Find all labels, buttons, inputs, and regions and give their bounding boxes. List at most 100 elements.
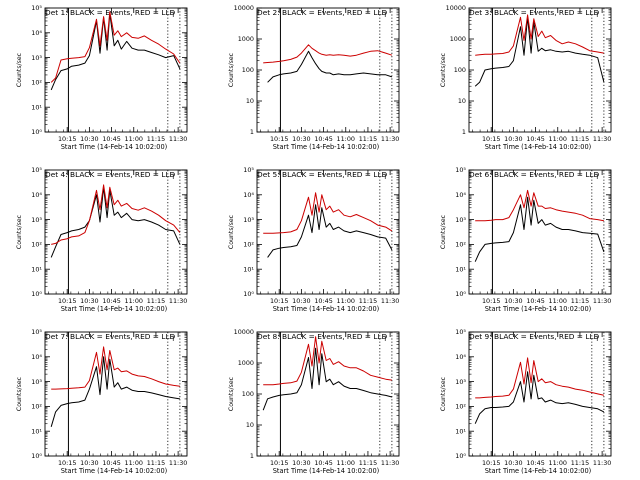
y-axis-label: Counts/sec (228, 376, 235, 411)
events-series-line (474, 16, 605, 87)
interval-marker-label: ┐ (170, 8, 176, 18)
x-tick-label: 10:45 (526, 459, 544, 467)
plot-frame (44, 169, 188, 295)
y-tick-label: 1000 (238, 359, 254, 367)
y-tick-label: 10 (246, 97, 254, 105)
lld-series-line (475, 189, 604, 222)
y-tick-label: 10¹ (243, 265, 254, 273)
panel-title: Det 4: BLACK = Events, RED = LLD (45, 170, 176, 179)
lld-series-line (475, 14, 604, 56)
y-tick-label: 1000 (450, 35, 466, 43)
plot-frame (468, 169, 612, 295)
y-tick-label: 10⁴ (31, 191, 42, 199)
x-tick-label: 10:45 (102, 135, 120, 143)
x-tick-label: 10:30 (80, 297, 98, 305)
x-axis-label: Start Time (14-Feb-14 10:02:00) (61, 305, 168, 313)
y-tick-label: 10² (243, 241, 254, 249)
x-tick-label: 11:15 (359, 297, 377, 305)
events-series-line (267, 50, 393, 83)
x-tick-label: 11:30 (593, 459, 611, 467)
y-axis-label: Counts/sec (16, 52, 23, 87)
detector-panel-4: ┐ 10⁰ 10¹ 10² 10³ 10⁴ 10⁵ 10:15 10:30 10:45 11:00 1… (16, 166, 188, 313)
x-tick-label: 10:15 (482, 135, 500, 143)
lld-series-line (51, 346, 180, 390)
panel-title: Det 7: BLACK = Events, RED = LLD (45, 332, 176, 341)
y-axis-label: Counts/sec (16, 214, 23, 249)
y-tick-label: 10³ (31, 216, 42, 224)
detector-panel-6: ┐ 10⁰ 10¹ 10² 10³ 10⁴ 10⁵ 10:15 10:30 10:45 11:00 1… (440, 166, 612, 313)
y-tick-label: 10⁴ (31, 353, 42, 361)
x-axis-label: Start Time (14-Feb-14 10:02:00) (485, 305, 592, 313)
events-series-line (262, 347, 393, 411)
x-tick-label: 10:45 (526, 135, 544, 143)
x-tick-label: 10:45 (314, 297, 332, 305)
y-tick-label: 10⁵ (31, 328, 42, 336)
x-tick-label: 11:00 (549, 135, 567, 143)
x-tick-label: 10:30 (292, 459, 310, 467)
x-tick-label: 11:15 (359, 459, 377, 467)
y-tick-label: 10⁵ (243, 166, 254, 174)
x-tick-label: 11:15 (571, 297, 589, 305)
y-tick-label: 10000 (234, 328, 254, 336)
y-axis-label: Counts/sec (440, 376, 447, 411)
x-tick-label: 11:15 (359, 135, 377, 143)
x-tick-label: 10:15 (58, 459, 76, 467)
y-tick-label: 10⁰ (31, 452, 42, 460)
x-tick-label: 11:00 (337, 297, 355, 305)
y-tick-label: 10⁵ (455, 166, 466, 174)
y-tick-label: 10⁵ (31, 166, 42, 174)
y-tick-label: 10⁰ (31, 128, 42, 136)
x-tick-label: 10:30 (504, 297, 522, 305)
x-tick-label: 11:00 (549, 459, 567, 467)
x-tick-label: 10:45 (314, 459, 332, 467)
x-tick-label: 10:15 (58, 297, 76, 305)
events-series-line (50, 356, 180, 427)
x-tick-label: 11:30 (381, 297, 399, 305)
lld-series-line (50, 11, 181, 83)
interval-marker-label: ┐ (382, 8, 388, 18)
y-tick-label: 100 (242, 66, 254, 74)
x-tick-label: 11:15 (571, 459, 589, 467)
x-tick-label: 11:15 (147, 297, 165, 305)
detector-panel-5: ┐ 10⁰ 10¹ 10² 10³ 10⁴ 10⁵ 10:15 10:30 10:45 11:00 1… (228, 166, 400, 313)
x-tick-label: 11:30 (169, 297, 187, 305)
y-tick-label: 10¹ (31, 265, 42, 273)
y-tick-label: 1 (250, 128, 254, 136)
x-tick-label: 10:30 (292, 135, 310, 143)
x-tick-label: 11:00 (125, 297, 143, 305)
x-tick-label: 10:15 (482, 459, 500, 467)
y-tick-label: 10 (246, 421, 254, 429)
y-tick-label: 10³ (455, 216, 466, 224)
detector-panel-9: ┐ 10⁰ 10¹ 10² 10³ 10⁴ 10⁵ 10:15 10:30 10:45 11:00 1… (440, 328, 612, 475)
lld-series-line (475, 357, 605, 399)
y-tick-label: 1000 (238, 35, 254, 43)
detector-panel-2: ┐ 1 10 100 1000 10000 10:15 10:30 10:45 11:00 11:1… (228, 4, 400, 151)
y-tick-label: 10000 (234, 4, 254, 12)
x-tick-label: 11:30 (169, 459, 187, 467)
interval-marker-label: ┐ (170, 332, 176, 342)
x-tick-label: 10:45 (102, 459, 120, 467)
y-tick-label: 10³ (455, 378, 466, 386)
x-tick-label: 11:30 (381, 135, 399, 143)
panel-title: Det 9: BLACK = Events, RED = LLD (469, 332, 600, 341)
y-tick-label: 10² (455, 403, 466, 411)
y-tick-label: 10³ (31, 378, 42, 386)
x-tick-label: 10:15 (270, 459, 288, 467)
lld-series-line (263, 192, 393, 234)
events-series-line (474, 196, 605, 262)
interval-marker-label: ┐ (594, 332, 600, 342)
y-tick-label: 10⁰ (455, 290, 466, 298)
x-tick-label: 10:45 (102, 297, 120, 305)
plot-frame (44, 331, 188, 457)
y-tick-label: 10¹ (31, 427, 42, 435)
detector-panel-7: ┐ 10⁰ 10¹ 10² 10³ 10⁴ 10⁵ 10:15 10:30 10:45 11:00 1… (16, 328, 188, 475)
y-tick-label: 10⁰ (455, 452, 466, 460)
y-tick-label: 10¹ (455, 427, 466, 435)
x-axis-label: Start Time (14-Feb-14 10:02:00) (273, 467, 380, 475)
panel-title: Det 2: BLACK = Events, RED = LLD (257, 8, 388, 17)
y-tick-label: 1 (462, 128, 466, 136)
x-tick-label: 10:15 (270, 135, 288, 143)
interval-marker-label: ┐ (382, 332, 388, 342)
y-tick-label: 10² (31, 79, 42, 87)
